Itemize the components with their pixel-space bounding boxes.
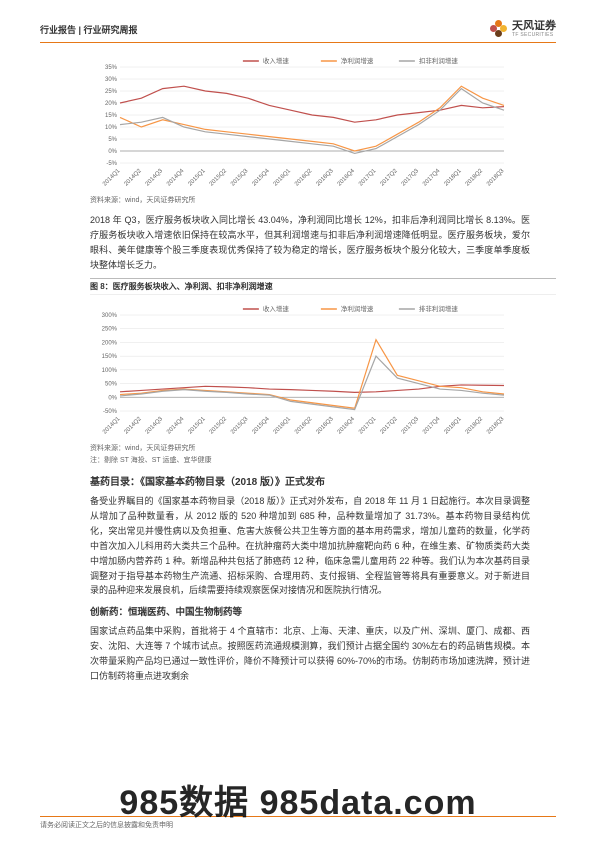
svg-text:0%: 0%: [108, 149, 117, 155]
svg-text:100%: 100%: [102, 368, 118, 374]
svg-text:150%: 150%: [102, 355, 118, 361]
svg-text:2015Q3: 2015Q3: [230, 168, 250, 188]
brand-text-block: 天风证券 TF SECURITIES: [512, 21, 556, 38]
svg-text:2018Q1: 2018Q1: [443, 168, 463, 188]
svg-text:2017Q2: 2017Q2: [379, 416, 399, 436]
svg-text:2017Q1: 2017Q1: [358, 416, 378, 436]
svg-text:2016Q4: 2016Q4: [337, 416, 357, 436]
page-header: 行业报告 | 行业研究周报 天风证券 TF SECURITIES: [40, 20, 556, 43]
svg-text:2018Q2: 2018Q2: [465, 416, 485, 436]
svg-text:2017Q1: 2017Q1: [358, 168, 378, 188]
svg-text:2018Q2: 2018Q2: [465, 168, 485, 188]
svg-text:2014Q3: 2014Q3: [145, 168, 165, 188]
svg-text:2017Q3: 2017Q3: [401, 168, 421, 188]
svg-text:300%: 300%: [102, 313, 118, 319]
svg-text:50%: 50%: [105, 382, 118, 388]
svg-text:2015Q2: 2015Q2: [209, 416, 229, 436]
svg-text:0%: 0%: [108, 396, 117, 402]
chart-2: -50%0%50%100%150%200%250%300%2014Q12014Q…: [90, 301, 510, 441]
svg-text:2014Q1: 2014Q1: [102, 168, 122, 188]
brand-cn: 天风证券: [512, 21, 556, 32]
brand-block: 天风证券 TF SECURITIES: [490, 20, 556, 38]
svg-text:250%: 250%: [102, 327, 118, 333]
para-2: 备受业界瞩目的《国家基本药物目录（2018 版）》正式对外发布，自 2018 年…: [90, 494, 530, 598]
svg-text:2014Q4: 2014Q4: [166, 168, 186, 188]
svg-text:排非利润增速: 排非利润增速: [419, 304, 459, 313]
svg-text:2015Q1: 2015Q1: [187, 168, 207, 188]
svg-text:2015Q1: 2015Q1: [187, 416, 207, 436]
svg-text:2018Q3: 2018Q3: [486, 168, 506, 188]
svg-text:2016Q4: 2016Q4: [337, 168, 357, 188]
para-3: 国家试点药品集中采购，首批将于 4 个直辖市：北京、上海、天津、重庆，以及广州、…: [90, 624, 530, 683]
svg-text:2016Q2: 2016Q2: [294, 168, 314, 188]
svg-text:扣非利润增速: 扣非利润增速: [419, 56, 459, 65]
chart2-note: 注：剔除 ST 海投、ST 运盛、宜华健康: [90, 455, 556, 465]
svg-text:5%: 5%: [108, 137, 117, 143]
svg-text:2016Q2: 2016Q2: [294, 416, 314, 436]
svg-text:-5%: -5%: [106, 161, 117, 167]
svg-text:2014Q3: 2014Q3: [145, 416, 165, 436]
svg-text:2018Q3: 2018Q3: [486, 416, 506, 436]
header-category: 行业报告 | 行业研究周报: [40, 23, 138, 36]
svg-text:2015Q4: 2015Q4: [251, 416, 271, 436]
svg-text:2015Q2: 2015Q2: [209, 168, 229, 188]
logo-icon: [490, 20, 508, 38]
svg-text:200%: 200%: [102, 341, 118, 347]
heading-chuangxin: 创新药：恒瑞医药、中国生物制药等: [90, 604, 556, 618]
para-1: 2018 年 Q3，医疗服务板块收入同比增长 43.04%，净利润同比增长 12…: [90, 213, 530, 272]
svg-text:2016Q3: 2016Q3: [315, 168, 335, 188]
heading-jiyao: 基药目录：《国家基本药物目录（2018 版）》正式发布: [90, 473, 556, 488]
svg-text:收入增速: 收入增速: [263, 304, 290, 313]
svg-text:2014Q4: 2014Q4: [166, 416, 186, 436]
svg-text:2015Q4: 2015Q4: [251, 168, 271, 188]
svg-text:2014Q2: 2014Q2: [123, 168, 143, 188]
chart1-source: 资料来源：wind，天风证券研究所: [90, 195, 556, 205]
svg-text:2017Q3: 2017Q3: [401, 416, 421, 436]
svg-text:-50%: -50%: [103, 409, 118, 415]
svg-text:2017Q2: 2017Q2: [379, 168, 399, 188]
figure-8-caption: 图 8：医疗服务板块收入、净利润、扣非净利润增速: [90, 278, 556, 295]
svg-text:30%: 30%: [105, 77, 118, 83]
svg-text:2017Q4: 2017Q4: [422, 168, 442, 188]
chart-1: -5%0%5%10%15%20%25%30%35%2014Q12014Q2201…: [90, 53, 510, 193]
chart2-source: 资料来源：wind，天风证券研究所: [90, 443, 556, 453]
svg-text:20%: 20%: [105, 101, 118, 107]
svg-text:2016Q1: 2016Q1: [273, 168, 293, 188]
page-footer: 请务必阅读正文之后的信息披露和免责申明: [40, 816, 556, 830]
svg-text:收入增速: 收入增速: [263, 56, 290, 65]
svg-text:2014Q2: 2014Q2: [123, 416, 143, 436]
svg-text:2018Q1: 2018Q1: [443, 416, 463, 436]
svg-text:净利润增速: 净利润增速: [341, 56, 374, 65]
svg-text:2017Q4: 2017Q4: [422, 416, 442, 436]
svg-text:15%: 15%: [105, 113, 118, 119]
svg-text:2016Q1: 2016Q1: [273, 416, 293, 436]
svg-text:2014Q1: 2014Q1: [102, 416, 122, 436]
svg-text:2016Q3: 2016Q3: [315, 416, 335, 436]
svg-text:2015Q3: 2015Q3: [230, 416, 250, 436]
brand-en: TF SECURITIES: [512, 32, 556, 38]
svg-text:10%: 10%: [105, 125, 118, 131]
svg-text:25%: 25%: [105, 89, 118, 95]
svg-text:35%: 35%: [105, 65, 118, 71]
svg-text:净利润增速: 净利润增速: [341, 304, 374, 313]
